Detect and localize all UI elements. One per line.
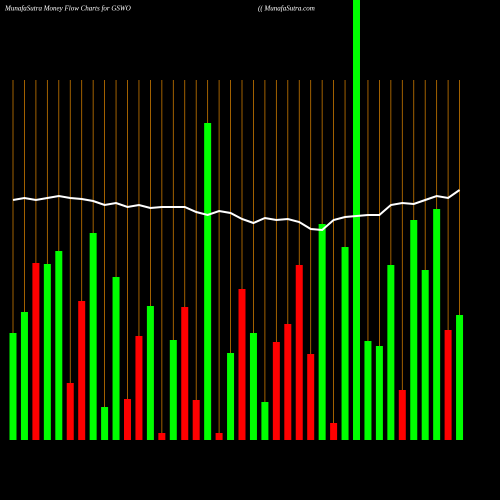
bar xyxy=(284,324,292,440)
chart-title: MunafaSutra Money Flow Charts for GSWO xyxy=(4,5,131,13)
bar xyxy=(192,400,200,440)
bar xyxy=(238,289,246,440)
bar xyxy=(433,209,441,440)
bar xyxy=(89,233,97,440)
bar xyxy=(330,423,338,440)
bar xyxy=(410,220,418,440)
bar xyxy=(341,247,349,440)
bar xyxy=(181,307,189,440)
bar xyxy=(375,346,383,440)
bar xyxy=(32,263,40,440)
bar xyxy=(295,265,303,440)
bar xyxy=(101,407,109,440)
bar xyxy=(169,340,177,440)
bar xyxy=(204,123,212,440)
bar xyxy=(307,354,315,440)
bar xyxy=(135,336,143,440)
bar xyxy=(66,383,74,440)
bar xyxy=(146,306,154,440)
bar xyxy=(43,264,51,440)
bar xyxy=(124,399,131,440)
bar xyxy=(78,301,86,440)
bar xyxy=(20,312,28,440)
bar xyxy=(353,0,360,440)
bar xyxy=(421,270,429,440)
bar xyxy=(9,333,17,440)
bar xyxy=(456,315,464,440)
bar xyxy=(261,402,269,440)
bar xyxy=(364,341,372,440)
bar xyxy=(318,224,326,440)
bar xyxy=(249,333,257,440)
chart-subtitle: (( MunafaSutra.com xyxy=(258,5,315,13)
bar xyxy=(55,251,63,440)
bar xyxy=(444,330,452,440)
bar xyxy=(387,265,395,440)
bar xyxy=(215,433,223,440)
bar xyxy=(112,277,120,440)
bar xyxy=(272,342,280,440)
bar xyxy=(158,433,166,440)
bar xyxy=(398,390,406,440)
bar xyxy=(227,353,235,440)
money-flow-line xyxy=(12,189,461,232)
